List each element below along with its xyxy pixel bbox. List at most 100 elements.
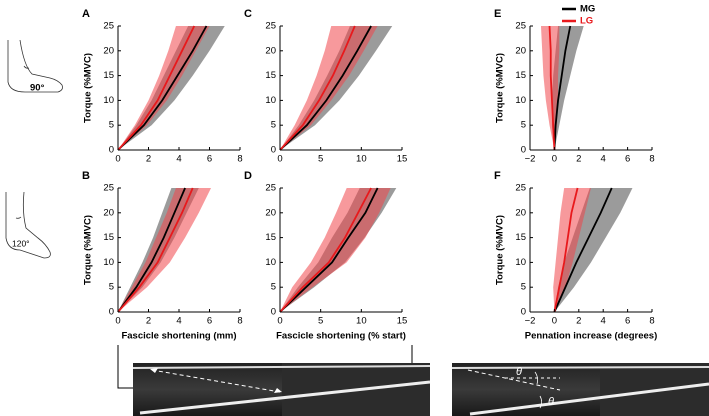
x-tick-label: 10 — [356, 316, 367, 327]
x-tick-label: 0 — [277, 316, 282, 327]
series-line — [553, 187, 579, 313]
y-tick-label: 20 — [103, 207, 114, 218]
y-tick-label: 25 — [265, 183, 276, 194]
angle-label: 120° — [12, 238, 30, 248]
y-tick-label: 20 — [103, 45, 114, 56]
x-tick-label: 10 — [356, 154, 367, 165]
x-tick-label: 4 — [601, 316, 606, 327]
x-tick-label: 0 — [552, 316, 557, 327]
y-tick-label: 5 — [271, 282, 276, 293]
x-tick-label: 5 — [318, 154, 323, 165]
ultrasound-image — [132, 363, 431, 416]
panel-label: E — [494, 8, 501, 20]
x-tick-label: 6 — [625, 316, 630, 327]
series-line — [553, 25, 572, 151]
series-line — [279, 187, 372, 313]
theta-label: θ — [548, 396, 554, 408]
panel-label: B — [82, 170, 90, 182]
error-band — [280, 26, 378, 150]
x-tick-label: 0 — [552, 154, 557, 165]
series-line — [279, 187, 379, 313]
x-axis-label: Fascicle shortening (mm) — [121, 331, 236, 342]
panel-label: A — [82, 8, 90, 20]
panel-label: F — [494, 170, 501, 182]
x-tick-label: 2 — [576, 316, 581, 327]
ultrasound-image — [451, 363, 709, 416]
y-tick-label: 5 — [109, 282, 114, 293]
y-axis-label: Torque (%MVC) — [83, 215, 94, 285]
error-band — [554, 188, 633, 312]
y-tick-label: 0 — [271, 307, 276, 318]
series-line — [548, 25, 556, 151]
y-tick-label: 15 — [515, 232, 526, 243]
y-tick-label: 0 — [271, 145, 276, 156]
y-tick-label: 20 — [515, 207, 526, 218]
y-axis-label: Torque (%MVC) — [83, 53, 94, 123]
series-line — [117, 187, 186, 313]
y-tick-label: 10 — [265, 257, 276, 268]
error-band — [540, 26, 560, 150]
y-tick-label: 15 — [265, 232, 276, 243]
y-tick-label: 25 — [515, 21, 526, 32]
x-tick-label: 6 — [207, 154, 212, 165]
x-tick-label: 2 — [576, 154, 581, 165]
x-tick-label: 6 — [207, 316, 212, 327]
y-tick-label: 10 — [103, 95, 114, 106]
x-tick-label: −2 — [525, 154, 536, 165]
y-tick-label: 20 — [515, 45, 526, 56]
series-line — [117, 25, 208, 151]
y-axis-label: Torque (%MVC) — [495, 215, 506, 285]
y-tick-label: 15 — [103, 232, 114, 243]
y-tick-label: 10 — [103, 257, 114, 268]
x-tick-label: 0 — [277, 154, 282, 165]
x-tick-label: 8 — [649, 316, 654, 327]
x-tick-label: −2 — [525, 316, 536, 327]
y-tick-label: 15 — [265, 70, 276, 81]
y-tick-label: 25 — [103, 21, 114, 32]
y-tick-label: 5 — [521, 120, 526, 131]
x-tick-label: 5 — [318, 316, 323, 327]
theta-label: θ — [516, 366, 522, 378]
foot-sketch-90 — [7, 39, 63, 93]
x-tick-label: 15 — [397, 316, 408, 327]
series-line — [117, 25, 196, 151]
x-tick-label: 4 — [176, 316, 181, 327]
series-line — [117, 187, 194, 313]
y-tick-label: 10 — [265, 95, 276, 106]
y-tick-label: 25 — [515, 183, 526, 194]
y-tick-label: 10 — [515, 95, 526, 106]
panel-label: D — [244, 170, 252, 182]
y-tick-label: 20 — [265, 207, 276, 218]
x-tick-label: 0 — [115, 316, 120, 327]
x-tick-label: 6 — [625, 154, 630, 165]
y-tick-label: 5 — [521, 282, 526, 293]
x-tick-label: 4 — [176, 154, 181, 165]
y-tick-label: 15 — [515, 70, 526, 81]
y-tick-label: 0 — [109, 145, 114, 156]
foot-sketch-120 — [5, 191, 51, 259]
x-tick-label: 8 — [237, 154, 242, 165]
x-tick-label: 15 — [397, 154, 408, 165]
x-tick-label: 4 — [601, 154, 606, 165]
x-tick-label: 8 — [649, 154, 654, 165]
y-tick-label: 15 — [103, 70, 114, 81]
series-line — [279, 25, 372, 151]
series-line — [553, 187, 613, 313]
x-axis-label: Fascicle shortening (% start) — [276, 331, 406, 342]
panel-label: C — [244, 8, 252, 20]
y-tick-label: 20 — [265, 45, 276, 56]
y-axis-label: Torque (%MVC) — [495, 53, 506, 123]
y-tick-label: 5 — [271, 120, 276, 131]
y-tick-label: 5 — [109, 120, 114, 131]
y-tick-label: 10 — [515, 257, 526, 268]
x-axis-label: Pennation increase (degrees) — [525, 331, 658, 342]
x-tick-label: 8 — [237, 316, 242, 327]
error-band — [280, 188, 391, 312]
y-tick-label: 0 — [109, 307, 114, 318]
legend-label: MG — [580, 4, 595, 15]
error-band — [553, 188, 591, 312]
series-line — [279, 25, 356, 151]
x-tick-label: 0 — [115, 154, 120, 165]
